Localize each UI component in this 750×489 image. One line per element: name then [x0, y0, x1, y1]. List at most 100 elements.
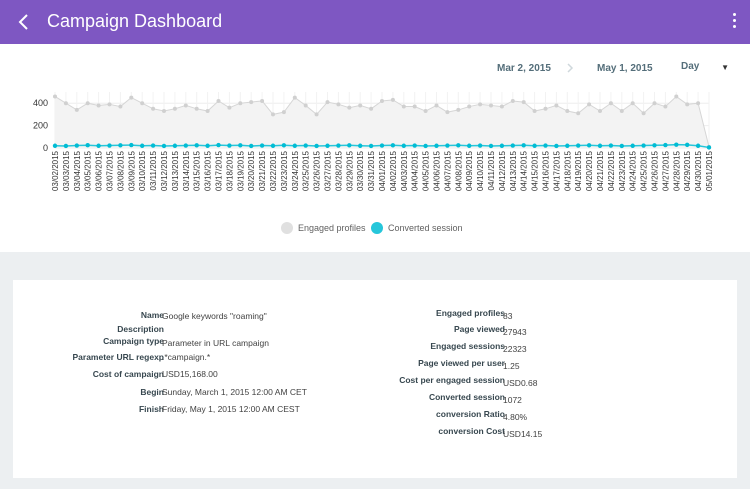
detail-label: Name: [140, 310, 164, 320]
x-tick-label: 03/17/2015: [215, 150, 224, 191]
x-tick-label: 04/10/2015: [476, 150, 485, 191]
detail-label: Parameter URL regexp: [72, 352, 165, 362]
x-tick-label: 03/31/2015: [367, 150, 376, 191]
x-tick-label: 03/15/2015: [193, 150, 202, 191]
converted-point: [172, 143, 178, 148]
engaged-point: [478, 102, 483, 107]
engaged-point: [358, 103, 363, 108]
engaged-point: [412, 104, 417, 109]
engaged-point: [118, 104, 123, 109]
engaged-point: [619, 109, 624, 114]
x-tick-label: 04/09/2015: [465, 150, 474, 191]
detail-value: .*campaign.*: [162, 352, 211, 362]
engaged-point: [423, 109, 428, 114]
converted-point: [685, 142, 690, 148]
engaged-point: [85, 101, 90, 106]
stat-label: Page viewed per user: [418, 358, 505, 368]
converted-point: [216, 142, 221, 148]
stat-value: 83: [503, 311, 513, 321]
engaged-point: [96, 103, 101, 108]
converted-point: [412, 143, 417, 148]
x-tick-label: 04/26/2015: [651, 150, 660, 191]
converted-point: [249, 143, 254, 149]
x-tick-label: 04/02/2015: [389, 150, 398, 191]
x-tick-label: 04/30/2015: [694, 150, 703, 191]
engaged-point: [205, 109, 210, 114]
engaged-point: [325, 100, 330, 105]
converted-point: [554, 143, 559, 149]
x-tick-label: 04/18/2015: [563, 150, 572, 191]
engaged-point: [63, 101, 68, 106]
converted-point: [630, 143, 635, 148]
converted-point: [390, 143, 396, 148]
converted-point: [107, 143, 112, 148]
engaged-point: [434, 103, 439, 108]
x-tick-label: 03/08/2015: [116, 150, 125, 191]
x-tick-label: 03/21/2015: [258, 150, 267, 191]
granularity-select[interactable]: Day ▼: [681, 61, 737, 77]
converted-point: [358, 143, 363, 148]
converted-point: [499, 143, 505, 148]
legend-item-engaged[interactable]: Engaged profiles: [281, 222, 366, 234]
engaged-point: [390, 97, 395, 102]
engaged-point: [587, 102, 592, 107]
x-tick-label: 03/03/2015: [62, 150, 71, 191]
engaged-point: [336, 102, 341, 107]
converted-point: [663, 142, 668, 148]
converted-point: [532, 143, 537, 148]
x-tick-label: 04/16/2015: [542, 150, 551, 191]
more-vert-icon[interactable]: [728, 11, 740, 33]
stat-value: 1.25: [503, 361, 520, 371]
engaged-point: [598, 109, 602, 114]
engaged-point: [554, 103, 559, 108]
converted-point: [641, 143, 646, 148]
engaged-point: [685, 102, 690, 107]
app-bar: Campaign Dashboard: [0, 0, 750, 44]
stat-label: Engaged sessions: [430, 341, 505, 351]
converted-point: [161, 143, 167, 149]
converted-point: [488, 143, 494, 149]
back-arrow-icon[interactable]: [14, 10, 34, 34]
stat-value: 4.80%: [503, 412, 528, 422]
converted-point: [325, 143, 330, 148]
date-range-end[interactable]: May 1, 2015: [597, 63, 653, 74]
converted-point: [194, 143, 199, 148]
converted-point: [695, 143, 701, 148]
engaged-point: [641, 111, 646, 116]
engaged-point: [249, 100, 254, 105]
engaged-point: [380, 98, 384, 103]
x-tick-label: 04/05/2015: [422, 150, 431, 191]
engaged-point: [151, 106, 156, 111]
engaged-point: [162, 109, 166, 114]
x-tick-label: 03/19/2015: [236, 150, 245, 191]
x-tick-label: 03/06/2015: [95, 150, 104, 191]
x-tick-label: 04/01/2015: [378, 150, 387, 191]
engaged-point: [499, 104, 504, 109]
engaged-point: [129, 95, 134, 100]
converted-point: [576, 143, 581, 148]
x-tick-label: 03/30/2015: [356, 150, 365, 191]
stat-value: 22323: [503, 344, 527, 354]
legend-item-converted[interactable]: Converted session: [371, 222, 463, 234]
converted-point: [652, 143, 657, 148]
x-tick-label: 04/17/2015: [552, 150, 561, 191]
engaged-point: [292, 95, 297, 100]
engaged-point: [238, 101, 243, 106]
x-tick-label: 04/24/2015: [629, 150, 638, 191]
date-range-start[interactable]: Mar 2, 2015: [497, 63, 551, 74]
stat-value: 1072: [503, 395, 522, 405]
x-tick-label: 03/20/2015: [247, 150, 256, 191]
converted-point: [227, 143, 232, 148]
engaged-point: [652, 101, 657, 106]
legend-swatch-engaged: [281, 222, 293, 234]
converted-point: [74, 143, 80, 148]
engaged-point: [107, 102, 112, 107]
converted-point: [423, 143, 428, 149]
engaged-point: [369, 106, 374, 111]
converted-point: [368, 143, 374, 149]
engaged-point: [576, 111, 581, 116]
engaged-point: [532, 109, 537, 114]
x-tick-label: 04/21/2015: [596, 150, 605, 191]
x-tick-label: 03/12/2015: [160, 150, 169, 191]
stat-label: conversion Ratio: [436, 409, 505, 419]
